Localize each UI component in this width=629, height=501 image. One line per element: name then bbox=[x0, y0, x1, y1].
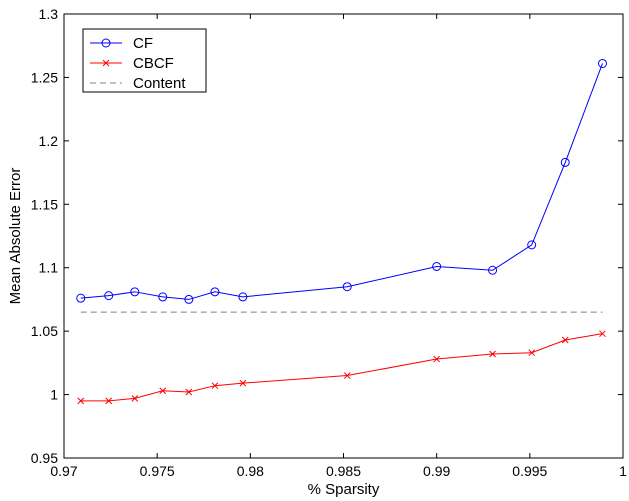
legend-label-cbcf: CBCF bbox=[133, 55, 174, 72]
y-tick-label: 1.15 bbox=[31, 196, 58, 212]
y-tick-label: 1.2 bbox=[39, 133, 59, 149]
series-cbcf-point bbox=[599, 330, 606, 338]
series-cf-line bbox=[80, 63, 603, 300]
series-cf-point bbox=[210, 287, 220, 297]
series-cbcf-point bbox=[561, 336, 569, 344]
series-cf-point bbox=[488, 265, 498, 275]
legend-label-cf: CF bbox=[133, 35, 153, 52]
y-tick-label: 1.05 bbox=[31, 323, 58, 339]
series-cf-point bbox=[184, 294, 194, 304]
y-tick-label: 0.95 bbox=[31, 450, 58, 466]
legend: CF CBCF Content bbox=[82, 28, 207, 93]
y-axis-ticks: 0.95 1 1.05 1.1 1.15 1.2 1.25 1.3 bbox=[31, 6, 623, 466]
series-cbcf-point bbox=[105, 397, 113, 405]
series-cbcf-point bbox=[131, 395, 139, 402]
series-cbcf-point bbox=[211, 382, 219, 390]
series-cbcf bbox=[77, 330, 606, 405]
series-cf-point bbox=[342, 282, 352, 292]
series-cf-point bbox=[598, 58, 608, 68]
series-cf bbox=[76, 58, 608, 304]
legend-marker-cbcf bbox=[102, 59, 110, 67]
x-tick-label: 0.99 bbox=[423, 463, 450, 479]
x-tick-label: 0.98 bbox=[237, 463, 264, 479]
series-cbcf-point bbox=[343, 372, 351, 379]
x-tick-label: 0.995 bbox=[512, 463, 547, 479]
series-cf-point bbox=[76, 293, 86, 303]
y-tick-label: 1.3 bbox=[39, 6, 59, 22]
series-cf-point bbox=[527, 240, 537, 250]
x-axis-title: % Sparsity bbox=[308, 481, 380, 498]
series-cbcf-point bbox=[239, 379, 247, 387]
series-cbcf-point bbox=[433, 355, 441, 363]
y-tick-label: 1.1 bbox=[39, 260, 59, 276]
series-layer bbox=[76, 58, 608, 405]
x-tick-label: 0.985 bbox=[326, 463, 361, 479]
legend-marker-cf bbox=[101, 38, 111, 48]
x-tick-label: 0.97 bbox=[50, 463, 77, 479]
y-tick-label: 1 bbox=[50, 387, 58, 403]
series-cf-point bbox=[130, 287, 140, 297]
series-cf-point bbox=[158, 292, 168, 302]
series-cf-point bbox=[104, 291, 114, 301]
y-tick-label: 1.25 bbox=[31, 69, 58, 85]
x-tick-label: 0.975 bbox=[140, 463, 175, 479]
series-cbcf-point bbox=[489, 350, 496, 358]
series-cbcf-point bbox=[185, 388, 193, 396]
x-tick-label: 1 bbox=[619, 463, 627, 479]
x-axis-ticks: 0.97 0.975 0.98 0.985 0.99 0.995 1 bbox=[50, 14, 627, 479]
series-cf-point bbox=[432, 261, 442, 271]
legend-label-content: Content bbox=[133, 75, 186, 92]
series-cf-point bbox=[238, 292, 248, 302]
series-cbcf-point bbox=[77, 397, 85, 405]
series-cbcf-point bbox=[159, 387, 167, 395]
series-cf-point bbox=[560, 157, 570, 167]
series-cbcf-point bbox=[528, 349, 536, 357]
y-axis-title: Mean Absolute Error bbox=[7, 168, 24, 305]
